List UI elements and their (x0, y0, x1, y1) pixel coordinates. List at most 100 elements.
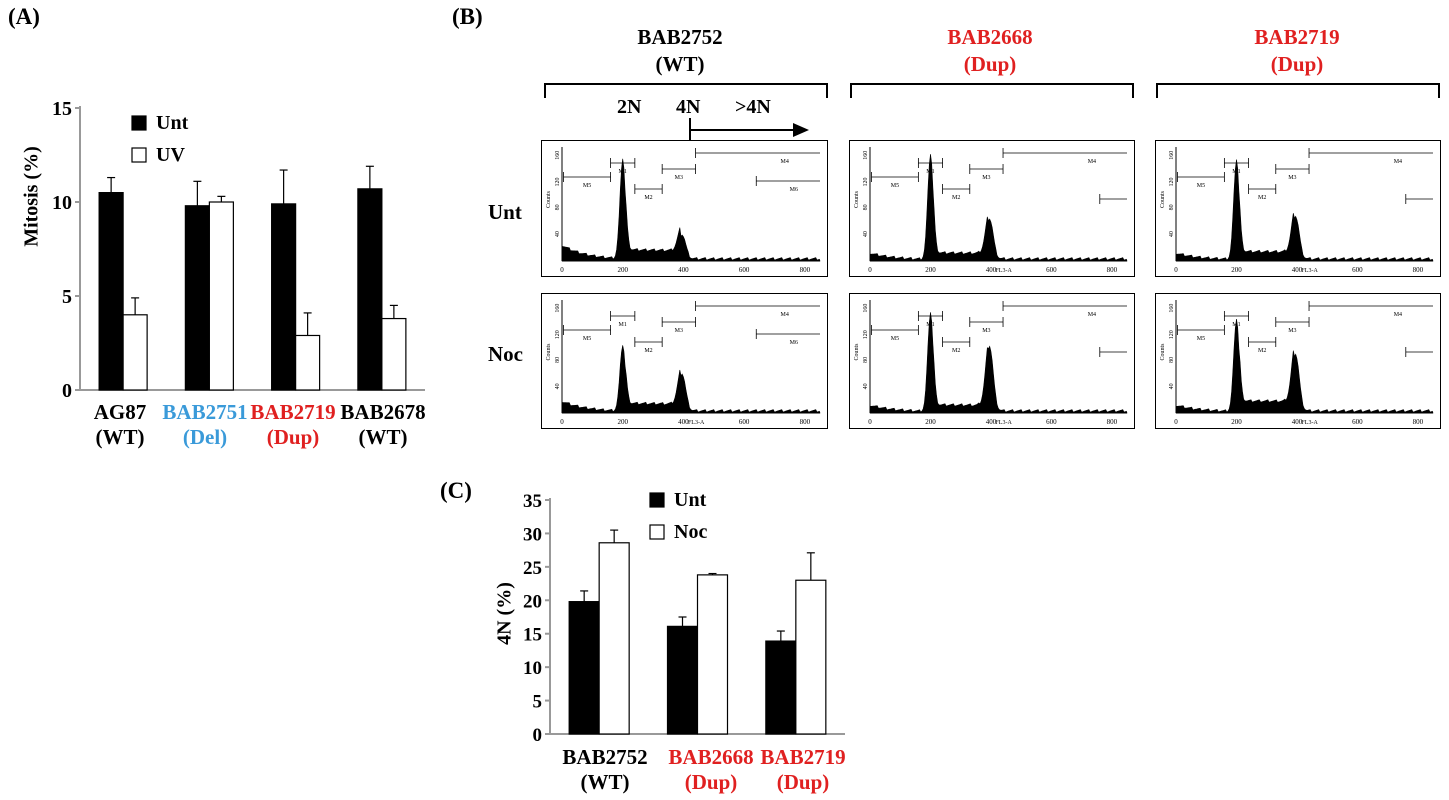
hist-bab2668-noc: 0 200 400 600 800 FL3-A 160 120 80 40 Counts M5 M1 M2… (849, 293, 1135, 429)
gate-label: M5 (891, 183, 899, 189)
gate-label: M3 (982, 175, 990, 181)
hist-x-axis-label: FL3-A (995, 420, 1012, 426)
gate-label: M5 (583, 183, 591, 189)
hist-y-tick-label: 160 (555, 151, 561, 160)
hist-x-tick-label: 800 (800, 418, 811, 426)
bracket-bab2719 (1156, 83, 1440, 98)
hist-y-tick-label: 160 (863, 151, 869, 160)
gate-label: M3 (675, 175, 683, 181)
hist-x-tick-label: 0 (868, 266, 872, 274)
hist-y-tick-label: 120 (1169, 330, 1175, 339)
hist-y-tick-label: 120 (555, 330, 561, 339)
y-tick-label: 25 (523, 558, 542, 579)
y-tick-label: 30 (523, 524, 542, 545)
gate-label: M1 (619, 169, 627, 175)
y-tick-label: 5 (62, 286, 72, 308)
panel-a-cat-bab2719: BAB2719 (Dup) (250, 400, 336, 449)
bar-unt (271, 203, 297, 391)
gate-label: M3 (982, 328, 990, 334)
hist-x-tick-label: 200 (925, 418, 936, 426)
hist-profile (869, 154, 1128, 262)
gate-label: M4 (781, 159, 789, 165)
gate-label: M2 (952, 348, 960, 354)
hist-y-axis-label: Counts (854, 343, 860, 361)
row-label-noc: Noc (488, 342, 523, 366)
bar-uv (208, 201, 234, 391)
panel-c-cat-bab2668: BAB2668 (Dup) (668, 745, 754, 794)
gate-label: M2 (1258, 348, 1266, 354)
hist-y-tick-label: 120 (1169, 178, 1175, 187)
legend-label-noc: Noc (674, 521, 707, 543)
gate-label: M5 (891, 336, 899, 342)
hist-profile (1175, 318, 1434, 414)
hist-y-tick-label: 80 (555, 357, 561, 363)
y-tick-label: 0 (62, 380, 72, 402)
hist-x-axis-label: FL3-A (688, 420, 705, 426)
gate-label: M4 (1394, 159, 1402, 165)
hist-y-tick-label: 40 (1169, 383, 1175, 389)
hist-x-tick-label: 600 (739, 266, 750, 274)
hist-x-tick-label: 800 (1413, 266, 1424, 274)
hist-profile (1175, 159, 1434, 262)
hist-profile (561, 158, 821, 262)
bar-unt (357, 188, 383, 391)
legend-swatch-unt (649, 492, 665, 508)
y-tick-label: 10 (52, 192, 72, 214)
panel-b-brackets (544, 83, 1440, 98)
panel-b-col-wt: BAB2752 (WT) (637, 25, 723, 76)
y-tick-label: 15 (52, 98, 72, 120)
panel-b-col-bab2668: BAB2668 (Dup) (947, 25, 1033, 76)
hist-y-tick-label: 160 (1169, 304, 1175, 313)
gate-label: M1 (1232, 322, 1240, 328)
gate-label: M2 (1258, 195, 1266, 201)
gate-label: M2 (952, 195, 960, 201)
hist-y-axis-label: Counts (546, 343, 552, 361)
hist-x-tick-label: 0 (1174, 418, 1178, 426)
hist-x-tick-label: 800 (1107, 266, 1118, 274)
gate-label: M5 (583, 336, 591, 342)
panel-c-cat-bab2752: BAB2752 (WT) (562, 745, 648, 794)
hist-x-tick-label: 600 (739, 418, 750, 426)
hist-y-tick-label: 160 (863, 304, 869, 313)
hist-y-axis-label: Counts (1160, 343, 1166, 361)
hist-y-tick-label: 120 (863, 178, 869, 187)
hist-x-tick-label: 600 (1046, 418, 1057, 426)
bar-unt (666, 625, 699, 735)
hist-y-tick-label: 40 (863, 231, 869, 237)
bar-unt (765, 640, 797, 735)
gate-label: M3 (675, 328, 683, 334)
panel-b-label: (B) (452, 4, 483, 29)
hist-x-tick-label: 600 (1352, 266, 1363, 274)
hist-bab2719-unt: 0 200 400 600 800 FL3-A 160 120 80 40 Counts M5 M1 M2… (1155, 140, 1441, 277)
hist-x-axis-label: FL3-A (1301, 420, 1318, 426)
hist-y-tick-label: 80 (863, 204, 869, 210)
gate-label: M4 (1088, 312, 1096, 318)
hist-bab2668-unt: 0 200 400 600 800 FL3-A 160 120 80 40 Counts M5 M1 M2… (849, 140, 1135, 277)
y-tick-label: 35 (523, 491, 542, 512)
hist-x-tick-label: 200 (925, 266, 936, 274)
hist-x-tick-label: 400 (986, 266, 997, 274)
legend-label-uv: UV (156, 144, 185, 166)
panel-c-cat-bab2719: BAB2719 (Dup) (760, 745, 846, 794)
ploidy-2n-label: 2N (617, 96, 642, 118)
gate-label: M4 (781, 312, 789, 318)
legend-label-unt: Unt (674, 489, 707, 511)
bar-uv (295, 334, 321, 391)
legend-swatch-uv (131, 147, 147, 163)
hist-y-tick-label: 40 (555, 383, 561, 389)
panel-a-cat-bab2678: BAB2678 (WT) (340, 400, 426, 449)
legend-swatch-unt (131, 115, 147, 131)
panel-c-label: (C) (440, 478, 472, 503)
gate-label: M6 (790, 187, 798, 193)
hist-y-tick-label: 40 (555, 231, 561, 237)
bar-uv (122, 314, 148, 391)
hist-x-axis-label: FL3-A (1301, 268, 1318, 274)
hist-y-tick-label: 80 (1169, 204, 1175, 210)
gate-label: M1 (619, 322, 627, 328)
hist-y-axis-label: Counts (546, 190, 552, 208)
hist-x-tick-label: 0 (560, 418, 564, 426)
panel-a-cat-ag87: AG87 (WT) (93, 400, 147, 449)
hist-y-tick-label: 160 (1169, 151, 1175, 160)
gate-label: M3 (1288, 328, 1296, 334)
hist-x-tick-label: 800 (1107, 418, 1118, 426)
